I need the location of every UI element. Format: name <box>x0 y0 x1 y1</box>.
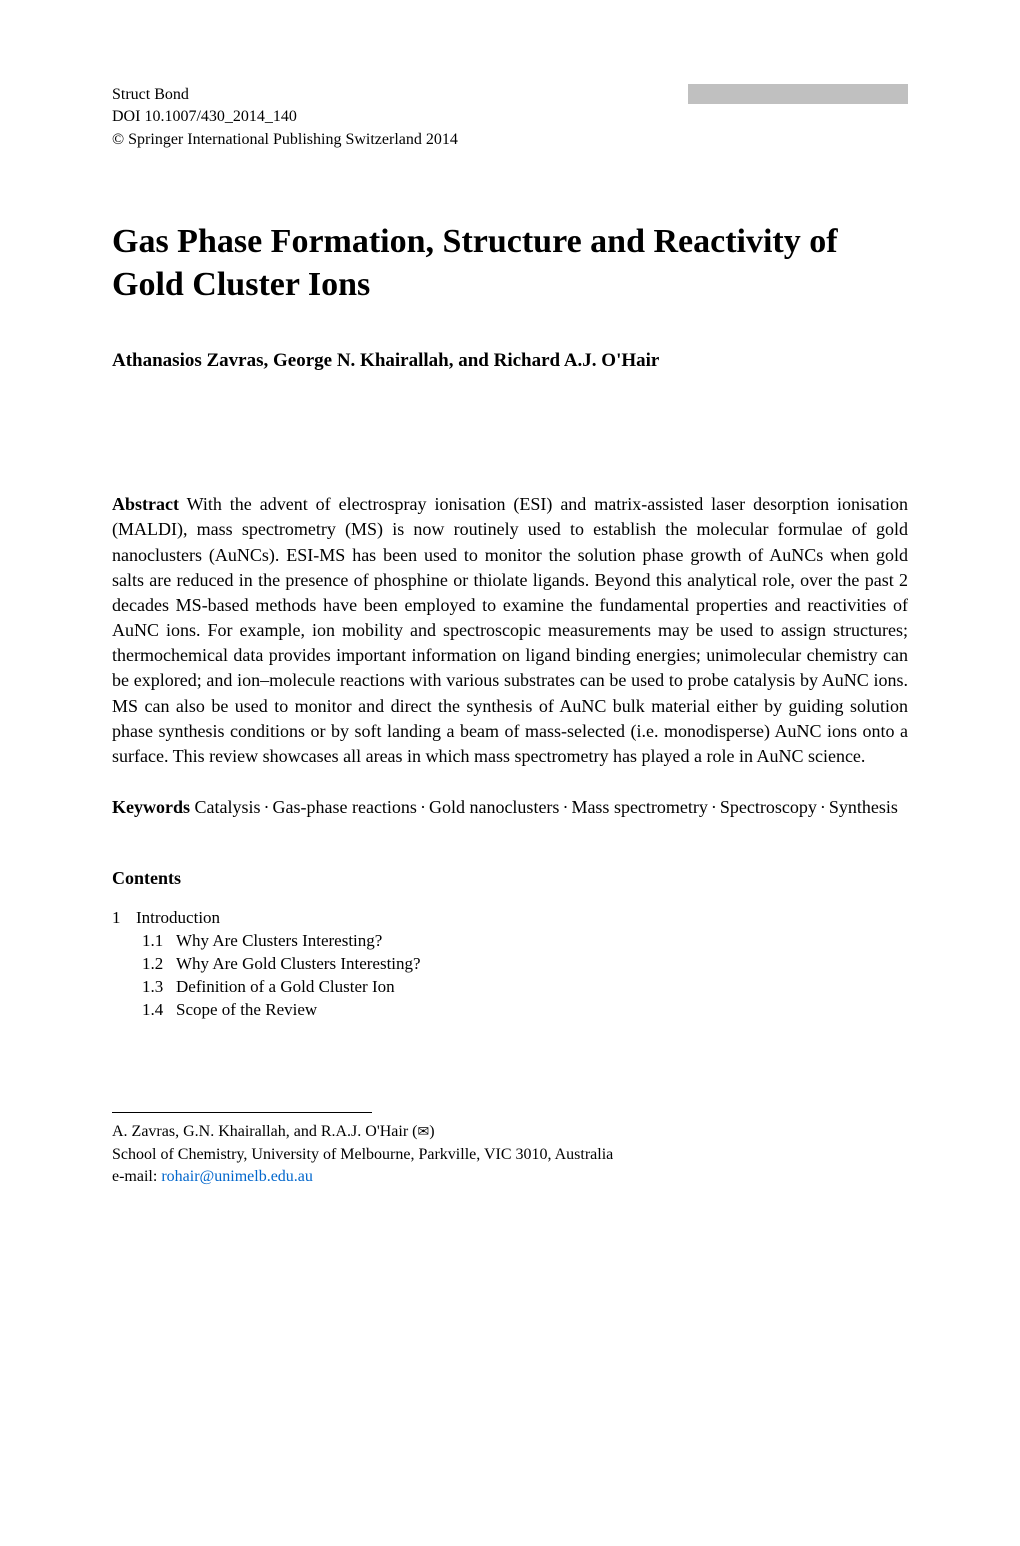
email-line: e-mail: rohair@unimelb.edu.au <box>112 1166 908 1188</box>
keyword: Spectroscopy <box>720 797 817 817</box>
keyword-separator: · <box>417 797 429 817</box>
keyword: Gold nanoclusters <box>429 797 559 817</box>
keyword-separator: · <box>708 797 720 817</box>
toc-number: 1.1 <box>142 930 176 953</box>
abstract-label: Abstract <box>112 494 179 514</box>
keywords-section: Keywords Catalysis·Gas-phase reactions·G… <box>112 795 908 820</box>
keyword-separator: · <box>817 797 829 817</box>
toc-title: Definition of a Gold Cluster Ion <box>176 976 395 999</box>
toc-title: Why Are Clusters Interesting? <box>176 930 382 953</box>
keyword: Mass spectrometry <box>571 797 707 817</box>
keywords-list: Catalysis·Gas-phase reactions·Gold nanoc… <box>195 797 898 817</box>
redaction-box <box>688 84 908 104</box>
toc-level2-item: 1.1 Why Are Clusters Interesting? <box>112 930 908 953</box>
abstract-section: Abstract With the advent of electrospray… <box>112 492 908 769</box>
toc-number: 1.3 <box>142 976 176 999</box>
abstract-text: With the advent of electrospray ionisati… <box>112 494 908 766</box>
toc-number: 1 <box>112 907 136 930</box>
footer-block: A. Zavras, G.N. Khairallah, and R.A.J. O… <box>112 1121 908 1188</box>
email-link[interactable]: rohair@unimelb.edu.au <box>161 1168 313 1185</box>
affiliation-line: School of Chemistry, University of Melbo… <box>112 1144 908 1166</box>
copyright-line: © Springer International Publishing Swit… <box>112 129 908 151</box>
email-label: e-mail: <box>112 1168 161 1185</box>
keyword: Gas-phase reactions <box>273 797 417 817</box>
toc-title: Scope of the Review <box>176 999 317 1022</box>
toc-level2-item: 1.4 Scope of the Review <box>112 999 908 1022</box>
toc-number: 1.4 <box>142 999 176 1022</box>
authors-line: Athanasios Zavras, George N. Khairallah,… <box>112 350 908 372</box>
footer-authors-text: A. Zavras, G.N. Khairallah, and R.A.J. O… <box>112 1123 417 1140</box>
toc-level1-item: 1 Introduction <box>112 907 908 930</box>
toc-level2-item: 1.3 Definition of a Gold Cluster Ion <box>112 976 908 999</box>
toc-level2-item: 1.2 Why Are Gold Clusters Interesting? <box>112 953 908 976</box>
corresponding-authors: A. Zavras, G.N. Khairallah, and R.A.J. O… <box>112 1121 908 1143</box>
keyword: Synthesis <box>829 797 898 817</box>
doi-line: DOI 10.1007/430_2014_140 <box>112 106 908 128</box>
article-title: Gas Phase Formation, Structure and React… <box>112 221 908 306</box>
footer-rule <box>112 1112 372 1113</box>
envelope-icon: ✉ <box>417 1123 429 1143</box>
keyword-separator: · <box>261 797 273 817</box>
toc-title: Why Are Gold Clusters Interesting? <box>176 953 421 976</box>
keyword-separator: · <box>559 797 571 817</box>
contents-heading: Contents <box>112 868 908 889</box>
keyword: Catalysis <box>195 797 261 817</box>
toc-number: 1.2 <box>142 953 176 976</box>
keywords-label: Keywords <box>112 797 190 817</box>
toc-title: Introduction <box>136 907 220 930</box>
footer-authors-close: ) <box>429 1123 434 1140</box>
table-of-contents: 1 Introduction 1.1 Why Are Clusters Inte… <box>112 907 908 1022</box>
